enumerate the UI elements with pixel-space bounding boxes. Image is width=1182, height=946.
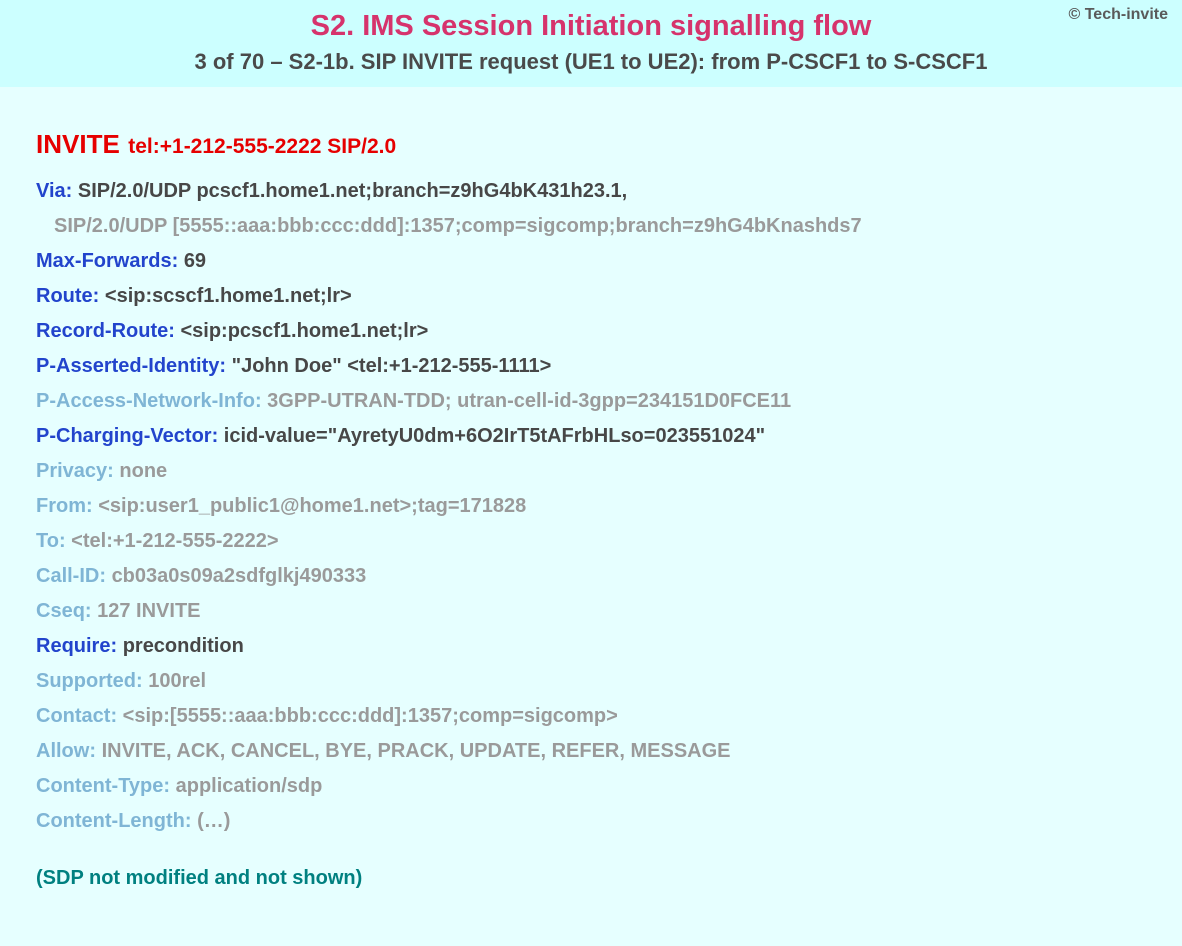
sip-header-line: Content-Type: application/sdp: [36, 769, 1146, 804]
colon: :: [172, 250, 184, 272]
sip-header-line: P-Asserted-Identity: "John Doe" <tel:+1-…: [36, 349, 1146, 384]
colon: :: [99, 565, 111, 587]
sip-header-key: Cseq: [36, 600, 85, 622]
colon: :: [86, 495, 98, 517]
colon: :: [89, 740, 101, 762]
colon: :: [110, 635, 122, 657]
sip-header-line: P-Charging-Vector: icid-value="AyretyU0d…: [36, 419, 1146, 454]
sip-header-value: <sip:user1_public1@home1.net>;tag=171828: [98, 495, 526, 517]
sip-header-value: (…): [197, 810, 230, 832]
sip-header-line: Content-Length: (…): [36, 804, 1146, 839]
copyright-label: © Tech-invite: [1068, 6, 1168, 24]
sip-header-value: SIP/2.0/UDP pcscf1.home1.net;branch=z9hG…: [78, 180, 627, 202]
colon: :: [85, 600, 97, 622]
sip-header-line: Privacy: none: [36, 454, 1146, 489]
sip-header-key: Max-Forwards: [36, 250, 172, 272]
sip-header-value: SIP/2.0/UDP [5555::aaa:bbb:ccc:ddd]:1357…: [54, 215, 862, 237]
sip-header-line: Via: SIP/2.0/UDP pcscf1.home1.net;branch…: [36, 174, 1146, 209]
sip-header-key: Allow: [36, 740, 89, 762]
colon: :: [136, 670, 148, 692]
sip-header-key: Require: [36, 635, 110, 657]
sip-header-line: Max-Forwards: 69: [36, 244, 1146, 279]
request-line: INVITE tel:+1-212-555-2222 SIP/2.0: [36, 129, 1146, 160]
sip-header-line: Contact: <sip:[5555::aaa:bbb:ccc:ddd]:13…: [36, 699, 1146, 734]
colon: :: [163, 775, 175, 797]
sip-header-line: To: <tel:+1-212-555-2222>: [36, 524, 1146, 559]
colon: :: [219, 355, 231, 377]
sip-header-line: Allow: INVITE, ACK, CANCEL, BYE, PRACK, …: [36, 734, 1146, 769]
sip-request-uri: tel:+1-212-555-2222 SIP/2.0: [128, 135, 396, 158]
colon: :: [110, 705, 122, 727]
colon: :: [66, 180, 78, 202]
colon: :: [255, 390, 267, 412]
sdp-note: (SDP not modified and not shown): [36, 867, 1146, 890]
sip-header-value: icid-value="AyretyU0dm+6O2IrT5tAFrbHLso=…: [224, 425, 765, 447]
sip-header-key: P-Access-Network-Info: [36, 390, 255, 412]
sip-header-line: From: <sip:user1_public1@home1.net>;tag=…: [36, 489, 1146, 524]
sip-header-value: <sip:scscf1.home1.net;lr>: [105, 285, 352, 307]
sip-header-key: To: [36, 530, 59, 552]
sip-header-key: Content-Length: [36, 810, 185, 832]
sip-message: INVITE tel:+1-212-555-2222 SIP/2.0 Via: …: [0, 87, 1182, 910]
sip-header-line: P-Access-Network-Info: 3GPP-UTRAN-TDD; u…: [36, 384, 1146, 419]
sip-header-value: 127 INVITE: [97, 600, 200, 622]
sip-header-key: Via: [36, 180, 66, 202]
sip-header-line: Call-ID: cb03a0s09a2sdfglkj490333: [36, 559, 1146, 594]
sip-header-line: Cseq: 127 INVITE: [36, 594, 1146, 629]
sip-header-value: application/sdp: [176, 775, 323, 797]
colon: :: [107, 460, 119, 482]
sip-header-value: 100rel: [148, 670, 206, 692]
sip-header-line: Route: <sip:scscf1.home1.net;lr>: [36, 279, 1146, 314]
colon: :: [212, 425, 224, 447]
colon: :: [59, 530, 71, 552]
sip-header-value: "John Doe" <tel:+1-212-555-1111>: [232, 355, 552, 377]
sip-header-key: Supported: [36, 670, 136, 692]
sip-header-key: Privacy: [36, 460, 107, 482]
sip-header-continuation: SIP/2.0/UDP [5555::aaa:bbb:ccc:ddd]:1357…: [36, 209, 1146, 244]
sip-header-line: Require: precondition: [36, 629, 1146, 664]
sip-header-key: P-Asserted-Identity: [36, 355, 219, 377]
sip-header-value: INVITE, ACK, CANCEL, BYE, PRACK, UPDATE,…: [102, 740, 731, 762]
sip-header-value: precondition: [123, 635, 244, 657]
page-subtitle: 3 of 70 – S2-1b. SIP INVITE request (UE1…: [20, 49, 1162, 75]
sip-header-line: Record-Route: <sip:pcscf1.home1.net;lr>: [36, 314, 1146, 349]
page: © Tech-invite S2. IMS Session Initiation…: [0, 0, 1182, 946]
sip-header-key: Content-Type: [36, 775, 163, 797]
sip-header-key: From: [36, 495, 86, 517]
sip-header-key: P-Charging-Vector: [36, 425, 212, 447]
colon: :: [168, 320, 180, 342]
colon: :: [185, 810, 197, 832]
sip-header-value: 69: [184, 250, 206, 272]
colon: :: [93, 285, 105, 307]
sip-header-value: cb03a0s09a2sdfglkj490333: [112, 565, 367, 587]
sip-header-key: Record-Route: [36, 320, 168, 342]
sip-header-value: <sip:pcscf1.home1.net;lr>: [180, 320, 428, 342]
sip-header-value: <tel:+1-212-555-2222>: [71, 530, 278, 552]
header: © Tech-invite S2. IMS Session Initiation…: [0, 0, 1182, 87]
sip-header-value: 3GPP-UTRAN-TDD; utran-cell-id-3gpp=23415…: [267, 390, 791, 412]
sip-header-key: Contact: [36, 705, 110, 727]
sip-method: INVITE: [36, 129, 120, 159]
sip-header-key: Call-ID: [36, 565, 99, 587]
sip-headers: Via: SIP/2.0/UDP pcscf1.home1.net;branch…: [36, 174, 1146, 839]
sip-header-value: <sip:[5555::aaa:bbb:ccc:ddd]:1357;comp=s…: [123, 705, 618, 727]
page-title: S2. IMS Session Initiation signalling fl…: [20, 10, 1162, 43]
sip-header-value: none: [119, 460, 167, 482]
sip-header-key: Route: [36, 285, 93, 307]
sip-header-line: Supported: 100rel: [36, 664, 1146, 699]
